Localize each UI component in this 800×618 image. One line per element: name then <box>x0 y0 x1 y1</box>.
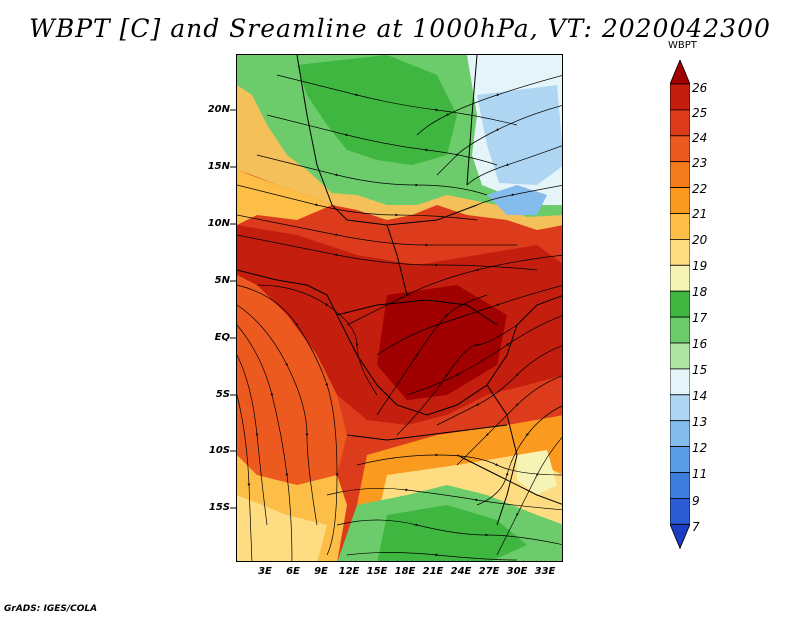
map-title: WBPT [C] and Sreamline at 1000hPa, VT: 2… <box>29 14 771 43</box>
colorbar-segment <box>670 109 690 137</box>
lon-label-30e: 30E <box>506 566 528 577</box>
cb-label-11: 11 <box>692 467 708 481</box>
cb-label-21: 21 <box>692 207 708 221</box>
lon-label-6e: 6E <box>286 566 300 577</box>
field-blue-patch <box>487 185 547 215</box>
colorbar-segment <box>670 264 690 292</box>
colorbar-segment <box>670 446 690 473</box>
lat-label-20n: 20N <box>207 104 230 115</box>
streamlines <box>237 74 562 561</box>
wbpt-field <box>237 55 562 561</box>
lon-label-12e: 12E <box>338 566 360 577</box>
cb-label-23: 23 <box>692 156 708 170</box>
field-west-yellow <box>237 170 332 225</box>
colorbar-segment <box>670 187 690 214</box>
cb-label-16: 16 <box>692 337 708 351</box>
colorbar-segment <box>670 472 690 499</box>
colorbar-segment <box>670 342 690 370</box>
colorbar-segment <box>670 161 690 188</box>
cb-label-24: 24 <box>692 131 708 145</box>
colorbar-segment <box>670 316 690 344</box>
colorbar-segment <box>670 290 690 318</box>
cb-label-19: 19 <box>692 259 708 273</box>
colorbar-segment <box>670 420 690 448</box>
lon-label-18e: 18E <box>394 566 416 577</box>
colorbar-segment <box>670 394 690 422</box>
lat-label-5s: 5S <box>215 389 230 400</box>
colorbar-segment <box>670 135 690 163</box>
lon-label-9e: 9E <box>314 566 328 577</box>
cb-label-15: 15 <box>692 363 708 377</box>
cb-label-9: 9 <box>692 494 700 508</box>
colorbar <box>670 60 690 550</box>
lon-label-33e: 33E <box>534 566 556 577</box>
lat-label-eq: EQ <box>214 332 230 343</box>
cb-label-26: 26 <box>692 81 708 95</box>
colorbar-segment <box>670 238 690 266</box>
lon-label-21e: 21E <box>422 566 444 577</box>
cb-label-13: 13 <box>692 415 708 429</box>
lon-label-27e: 27E <box>478 566 500 577</box>
lat-label-10s: 10S <box>208 445 230 456</box>
lon-label-24e: 24E <box>450 566 472 577</box>
cb-label-18: 18 <box>692 285 708 299</box>
lat-ticks <box>230 109 236 509</box>
colorbar-top-arrow <box>670 60 690 85</box>
lon-label-15e: 15E <box>366 566 388 577</box>
lon-label-3e: 3E <box>258 566 272 577</box>
lat-label-5n: 5N <box>214 275 230 286</box>
colorbar-segment <box>670 83 690 111</box>
colorbar-segment <box>670 368 690 396</box>
map-panel <box>236 54 563 562</box>
cb-label-7: 7 <box>692 520 700 534</box>
cb-label-14: 14 <box>692 389 708 403</box>
legend-scale-name: WBPT <box>668 40 697 51</box>
cb-label-12: 12 <box>692 441 708 455</box>
credit-text: GrADS: IGES/COLA <box>4 604 98 614</box>
cb-label-22: 22 <box>692 182 708 196</box>
field-southwest-pale <box>237 495 327 561</box>
lat-label-15n: 15N <box>207 161 230 172</box>
cb-label-17: 17 <box>692 311 708 325</box>
colorbar-segment <box>670 497 690 525</box>
cb-label-25: 25 <box>692 106 708 120</box>
lat-label-10n: 10N <box>207 218 230 229</box>
lat-label-15s: 15S <box>208 502 230 513</box>
colorbar-bottom-arrow <box>670 523 690 550</box>
colorbar-segment <box>670 213 690 240</box>
cb-label-20: 20 <box>692 233 708 247</box>
